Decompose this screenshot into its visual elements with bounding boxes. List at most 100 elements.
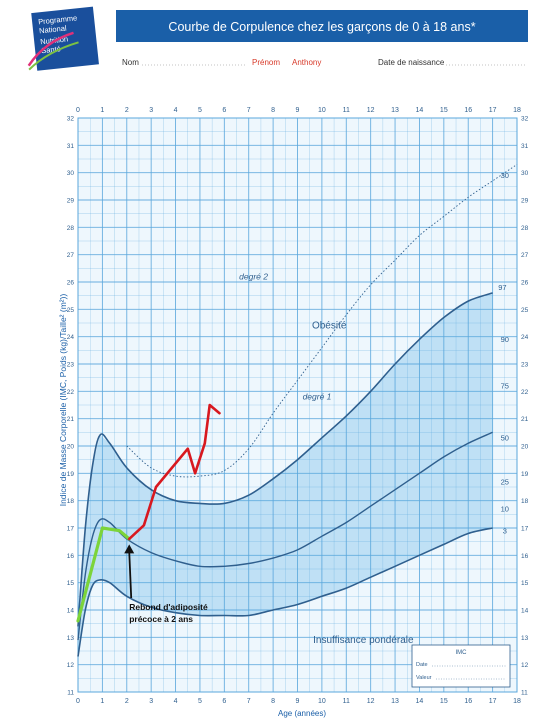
x-tick-label-bottom: 15 — [440, 698, 448, 705]
y-tick-label-right: 13 — [521, 635, 529, 642]
date-label: Date de naissance — [378, 58, 445, 67]
imc-box-title: IMC — [456, 650, 468, 656]
y-tick-label-left: 20 — [67, 444, 75, 451]
y-tick-label-right: 26 — [521, 280, 529, 287]
annotation: Rebond d'adiposité précoce à 2 ans — [124, 544, 208, 624]
zone-label: degré 1 — [303, 392, 332, 402]
logo-line-4: Santé — [41, 44, 61, 55]
y-tick-label-left: 22 — [67, 389, 75, 396]
y-tick-label-left: 24 — [67, 334, 75, 341]
y-tick-label-left: 12 — [67, 662, 75, 669]
y-tick-label-right: 28 — [521, 225, 529, 232]
percentile-label: 50 — [501, 434, 509, 443]
x-tick-label-top: 2 — [125, 107, 129, 114]
pnns-logo: Programme National Nutrition Santé — [27, 6, 99, 71]
x-tick-label-bottom: 5 — [198, 698, 202, 705]
y-tick-label-left: 27 — [67, 252, 75, 259]
y-tick-label-left: 13 — [67, 635, 75, 642]
percentile-labels: 30 97 90 75 50 25 10 3 — [498, 171, 509, 535]
y-tick-label-right: 15 — [521, 580, 529, 587]
percentile-curves — [77, 164, 518, 657]
y-tick-label-left: 14 — [67, 608, 75, 615]
x-tick-label-bottom: 11 — [343, 698, 350, 705]
x-tick-label-top: 18 — [513, 107, 521, 114]
y-tick-label-left: 26 — [67, 280, 75, 287]
logo-line-2: National — [39, 23, 68, 35]
x-tick-label-bottom: 8 — [271, 698, 275, 705]
percentile-label: 10 — [501, 505, 509, 514]
zone-label: Insuffisance pondérale — [313, 635, 414, 646]
x-tick-label-bottom: 1 — [100, 698, 104, 705]
header: Programme National Nutrition Santé Courb… — [27, 6, 528, 71]
nom-label: Nom — [122, 58, 139, 67]
y-tick-label-left: 23 — [67, 362, 75, 369]
annotation-text-line: Rebond d'adiposité — [129, 602, 208, 612]
chart-title: Courbe de Corpulence chez les garçons de… — [168, 20, 475, 34]
y-tick-label-left: 21 — [67, 416, 75, 423]
y-tick-label-right: 14 — [521, 608, 529, 615]
grid — [77, 117, 518, 693]
x-tick-label-bottom: 14 — [416, 698, 424, 705]
x-tick-label-top: 4 — [174, 107, 178, 114]
y-tick-label-left: 11 — [67, 690, 74, 697]
y-tick-labels-left: 11 12 13 14 15 16 17 18 19 20 21 22 23 24 25 26 27 28 29 30… — [67, 116, 75, 697]
y-tick-label-right: 25 — [521, 307, 529, 314]
y-tick-label-left: 16 — [67, 553, 75, 560]
x-tick-label-top: 17 — [489, 107, 497, 114]
y-axis-label: Indice de Masse Corporelle (IMC, Poids (… — [58, 294, 68, 507]
y-tick-label-right: 17 — [521, 526, 529, 533]
imc-box-row-date: Date — [416, 662, 428, 668]
annotation-text-line: précoce à 2 ans — [129, 614, 193, 624]
x-tick-label-top: 10 — [318, 107, 326, 114]
x-tick-label-bottom: 2 — [125, 698, 129, 705]
annotation-arrow-line — [128, 551, 133, 599]
percentile-label: 30 — [501, 171, 509, 180]
y-tick-label-right: 32 — [521, 116, 529, 123]
logo-line-1: Programme — [38, 13, 78, 26]
x-tick-label-bottom: 17 — [489, 698, 497, 705]
percentile-label: 3 — [503, 526, 507, 535]
y-tick-label-right: 18 — [521, 498, 529, 505]
logo-swoosh-green-icon — [28, 41, 79, 71]
y-tick-label-left: 31 — [67, 143, 75, 150]
y-tick-label-left: 15 — [67, 580, 75, 587]
x-tick-label-top: 9 — [296, 107, 300, 114]
x-tick-label-top: 7 — [247, 107, 251, 114]
y-tick-label-right: 12 — [521, 662, 529, 669]
y-tick-label-right: 22 — [521, 389, 529, 396]
y-tick-labels-right: 11 12 13 14 15 16 17 18 19 20 21 22 23 24 25 26 27 28 29 30… — [521, 116, 529, 697]
x-tick-label-bottom: 7 — [247, 698, 251, 705]
zone-labels: degré 2 Obésité degré 1 Insuffisance pondér… — [239, 271, 414, 646]
annotation-arrow-head-icon — [124, 544, 135, 554]
x-tick-label-top: 12 — [367, 107, 375, 114]
zone-label: degré 2 — [239, 271, 268, 281]
x-tick-label-top: 8 — [271, 107, 275, 114]
obesity-degree-2-curve — [126, 164, 518, 478]
percentile-3-curve — [77, 527, 493, 657]
percentile-label: 97 — [498, 283, 506, 292]
x-tick-label-top: 1 — [100, 107, 104, 114]
x-tick-label-bottom: 16 — [464, 698, 472, 705]
x-tick-label-top: 11 — [343, 107, 350, 114]
x-tick-label-bottom: 12 — [367, 698, 375, 705]
percentile-50-curve — [77, 431, 493, 641]
x-tick-label-top: 6 — [222, 107, 226, 114]
y-tick-label-right: 30 — [521, 170, 529, 177]
x-tick-label-bottom: 18 — [513, 698, 521, 705]
y-tick-label-left: 19 — [67, 471, 75, 478]
title-banner — [116, 10, 528, 42]
imc-box-row-valeur: Valeur — [416, 675, 432, 681]
x-tick-label-top: 5 — [198, 107, 202, 114]
x-tick-label-bottom: 9 — [296, 698, 300, 705]
percentile-label: 25 — [501, 477, 509, 486]
y-tick-label-right: 29 — [521, 198, 529, 205]
zone-label: Obésité — [312, 320, 347, 331]
x-tick-labels-bottom: 0 1 2 3 4 5 6 7 8 9 10 11 12 13 14 15 16 17 18 — [76, 698, 521, 705]
x-tick-label-top: 3 — [149, 107, 153, 114]
prenom-label: Prénom — [252, 58, 280, 67]
y-tick-label-left: 32 — [67, 116, 75, 123]
y-tick-label-right: 31 — [521, 143, 529, 150]
percentile-label: 90 — [501, 335, 509, 344]
